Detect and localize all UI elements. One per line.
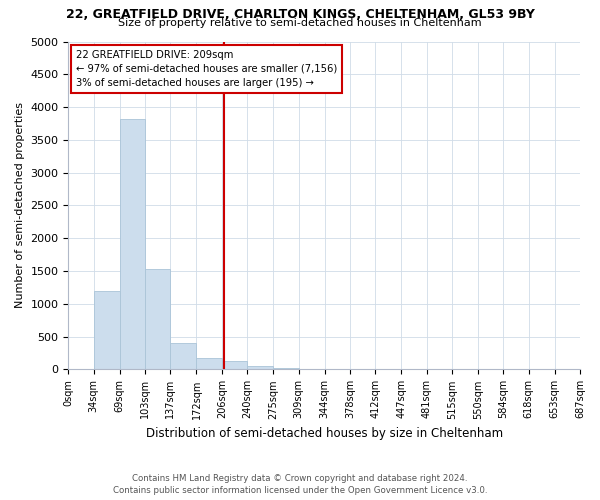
Text: 22, GREATFIELD DRIVE, CHARLTON KINGS, CHELTENHAM, GL53 9BY: 22, GREATFIELD DRIVE, CHARLTON KINGS, CH… bbox=[65, 8, 535, 20]
Text: Contains HM Land Registry data © Crown copyright and database right 2024.
Contai: Contains HM Land Registry data © Crown c… bbox=[113, 474, 487, 495]
Bar bbox=[120, 119, 145, 370]
Bar bbox=[247, 366, 273, 370]
Bar bbox=[299, 368, 325, 370]
Bar bbox=[196, 358, 222, 370]
Bar bbox=[145, 269, 170, 370]
Y-axis label: Number of semi-detached properties: Number of semi-detached properties bbox=[15, 102, 25, 308]
X-axis label: Distribution of semi-detached houses by size in Cheltenham: Distribution of semi-detached houses by … bbox=[146, 427, 503, 440]
Bar bbox=[273, 368, 299, 370]
Bar bbox=[170, 343, 196, 369]
Text: 22 GREATFIELD DRIVE: 209sqm
← 97% of semi-detached houses are smaller (7,156)
3%: 22 GREATFIELD DRIVE: 209sqm ← 97% of sem… bbox=[76, 50, 337, 88]
Text: Size of property relative to semi-detached houses in Cheltenham: Size of property relative to semi-detach… bbox=[118, 18, 482, 28]
Bar bbox=[222, 361, 247, 370]
Bar bbox=[94, 290, 120, 370]
